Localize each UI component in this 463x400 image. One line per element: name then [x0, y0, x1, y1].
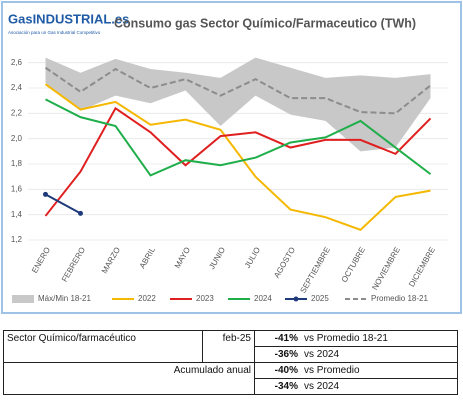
point	[78, 210, 83, 216]
logo-tagline: Asociación para un Gas Industrial Compet…	[8, 30, 101, 35]
cell: vs Promedio	[301, 362, 458, 379]
cell: Sector Químico/farmacéutico	[2, 330, 204, 347]
y-tick-label: 1,8	[11, 159, 23, 168]
cell: -36%	[254, 346, 301, 363]
series-line	[44, 66, 432, 115]
series-line	[45, 98, 432, 177]
chart-frame	[1, 1, 462, 314]
legend-label: 2024	[254, 294, 272, 303]
legend-label: 2023	[196, 294, 214, 303]
cell	[3, 378, 255, 395]
y-tick-label: 1,2	[11, 235, 23, 244]
series-line	[44, 83, 431, 232]
cell: -40%	[254, 362, 301, 379]
cell: feb-25	[202, 330, 255, 347]
legend-swatch	[293, 296, 299, 302]
cell: Acumulado anual	[3, 362, 255, 379]
cell	[2, 346, 204, 363]
summary-table: Sector Químico/farmacéutico feb-25 -41% vs …	[2, 330, 458, 395]
y-tick-label: 1,6	[11, 184, 23, 193]
chart-title: Consumo gas Sector Químico/Farmaceutico …	[114, 16, 416, 30]
y-tick-label: 1,4	[11, 210, 23, 219]
point	[43, 191, 48, 197]
legend-swatch	[12, 295, 34, 303]
y-tick-label: 2,2	[11, 108, 23, 117]
series-line	[44, 106, 432, 217]
chart: GasINDUSTRIAL.es Asociación para un Gas …	[1, 1, 462, 314]
range-band	[45, 57, 431, 152]
legend-label: 2022	[138, 294, 156, 303]
cell: -41%	[254, 330, 301, 347]
cell: -34%	[254, 378, 301, 395]
cell	[202, 346, 255, 363]
series-line	[45, 193, 81, 215]
y-tick-label: 2,0	[11, 134, 23, 143]
cell: vs Promedio 18-21	[301, 330, 458, 347]
y-tick-label: 2,6	[11, 58, 23, 67]
legend-label: Máx/Min 18-21	[38, 294, 91, 303]
cell: vs 2024	[301, 378, 458, 395]
y-tick-label: 2,4	[11, 83, 23, 92]
logo-brand: GasINDUSTRIAL.es	[8, 11, 129, 26]
legend-label: 2025	[311, 294, 329, 303]
cell: vs 2024	[301, 346, 458, 363]
legend-label: Promedio 18-21	[371, 294, 428, 303]
